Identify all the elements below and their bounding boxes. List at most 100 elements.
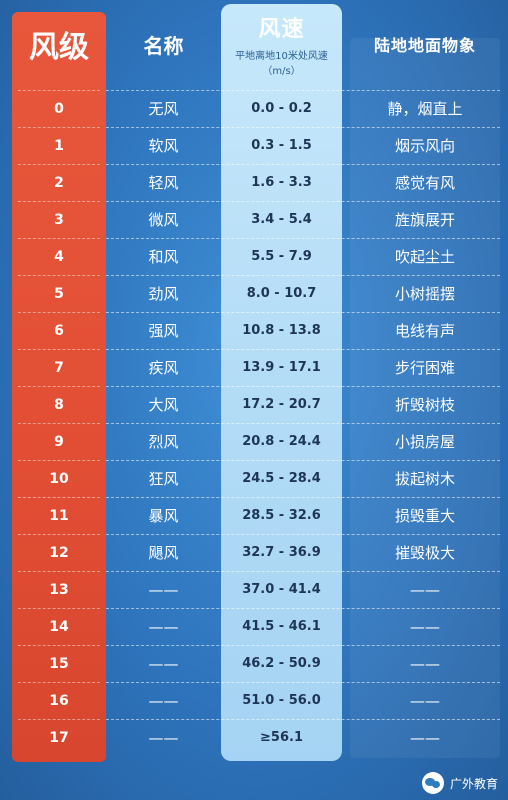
row-divider-level: [18, 90, 100, 91]
cell-name: 无风: [148, 100, 179, 118]
cell-observation: 烟示风向: [394, 137, 455, 155]
cell-observation: 折毁树枝: [394, 396, 455, 414]
table-row: 14 —— 41.5 - 46.1 ——: [0, 608, 508, 645]
header-name: 名称: [106, 0, 221, 88]
cell-name: ——: [148, 654, 179, 673]
row-divider-level: [18, 312, 100, 313]
wind-scale-table: 0 无风 0.0 - 0.2 静，烟直上 1 软风 0.3 - 1.5 烟示风向 2 轻风 1.6 …: [0, 90, 508, 756]
table-row: 7 疾风 13.9 - 17.1 步行困难: [0, 349, 508, 386]
cell-observation: 静，烟直上: [387, 100, 463, 118]
cell-level: 9: [54, 433, 64, 450]
header-observation: 陆地地面物象: [342, 0, 508, 88]
cell-observation: ——: [410, 728, 440, 747]
cell-level: 4: [54, 248, 64, 265]
cell-name: 狂风: [148, 470, 179, 488]
cell-observation: 摧毁极大: [394, 544, 455, 562]
row-divider-level: [18, 423, 100, 424]
table-row: 0 无风 0.0 - 0.2 静，烟直上: [0, 90, 508, 127]
table-row: 5 劲风 8.0 - 10.7 小树摇摆: [0, 275, 508, 312]
cell-speed: 8.0 - 10.7: [246, 286, 317, 301]
header-speed: 风速 平地离地10米处风速 （m/s）: [221, 0, 342, 88]
row-divider: [106, 90, 500, 91]
cell-level: 12: [49, 544, 69, 561]
row-divider: [106, 312, 500, 313]
cell-level: 11: [49, 507, 69, 524]
cell-observation: 小树摇摆: [394, 285, 455, 303]
cell-name: 飓风: [148, 544, 179, 562]
table-row: 15 —— 46.2 - 50.9 ——: [0, 645, 508, 682]
cell-observation: ——: [410, 691, 440, 710]
cell-name: 强风: [148, 322, 179, 340]
table-row: 3 微风 3.4 - 5.4 旌旗展开: [0, 201, 508, 238]
cell-name: 软风: [148, 137, 179, 155]
row-divider-level: [18, 534, 100, 535]
row-divider: [106, 201, 500, 202]
wechat-icon: [421, 772, 444, 794]
cell-speed: 28.5 - 32.6: [242, 508, 321, 523]
watermark: 广外教育: [421, 772, 498, 794]
cell-name: 大风: [148, 396, 179, 414]
cell-observation: ——: [410, 654, 440, 673]
cell-level: 3: [54, 211, 64, 228]
row-divider: [106, 534, 500, 535]
row-divider-level: [18, 386, 100, 387]
row-divider: [106, 645, 500, 646]
row-divider: [106, 497, 500, 498]
cell-speed: 17.2 - 20.7: [242, 397, 321, 412]
cell-speed: 3.4 - 5.4: [251, 212, 312, 227]
table-row: 13 —— 37.0 - 41.4 ——: [0, 571, 508, 608]
cell-level: 5: [54, 285, 64, 302]
table-row: 12 飓风 32.7 - 36.9 摧毁极大: [0, 534, 508, 571]
row-divider: [106, 127, 500, 128]
cell-name: ——: [148, 617, 179, 636]
cell-observation: 步行困难: [394, 359, 455, 377]
cell-name: 和风: [148, 248, 179, 266]
table-row: 17 —— ≥56.1 ——: [0, 719, 508, 756]
cell-name: ——: [148, 728, 179, 747]
cell-name: ——: [148, 691, 179, 710]
level-column: [12, 12, 106, 762]
row-divider: [106, 238, 500, 239]
cell-speed: 13.9 - 17.1: [242, 360, 321, 375]
cell-speed: 0.3 - 1.5: [251, 138, 312, 153]
row-divider-level: [18, 349, 100, 350]
cell-level: 13: [49, 581, 69, 598]
row-divider-level: [18, 238, 100, 239]
table-row: 1 软风 0.3 - 1.5 烟示风向: [0, 127, 508, 164]
table-row: 11 暴风 28.5 - 32.6 损毁重大: [0, 497, 508, 534]
table-row: 16 —— 51.0 - 56.0 ——: [0, 682, 508, 719]
table-row: 6 强风 10.8 - 13.8 电线有声: [0, 312, 508, 349]
row-divider: [106, 386, 500, 387]
cell-level: 7: [54, 359, 64, 376]
row-divider: [106, 719, 500, 720]
cell-level: 16: [49, 692, 69, 709]
row-divider-level: [18, 164, 100, 165]
cell-speed: 1.6 - 3.3: [251, 175, 312, 190]
row-divider-level: [18, 127, 100, 128]
cell-observation: ——: [410, 580, 440, 599]
cell-name: 劲风: [148, 285, 179, 303]
header-name-label: 名称: [143, 33, 184, 58]
cell-level: 8: [54, 396, 64, 413]
cell-observation: 损毁重大: [394, 507, 455, 525]
cell-speed: 37.0 - 41.4: [242, 582, 321, 597]
cell-name: ——: [148, 580, 179, 599]
cell-level: 2: [54, 174, 64, 191]
cell-observation: 电线有声: [394, 322, 455, 340]
row-divider: [106, 682, 500, 683]
cell-name: 烈风: [148, 433, 179, 451]
cell-speed: ≥56.1: [260, 730, 303, 745]
header-level: 风级: [12, 0, 106, 88]
cell-speed: 0.0 - 0.2: [251, 101, 312, 116]
cell-speed: 41.5 - 46.1: [242, 619, 321, 634]
table-row: 8 大风 17.2 - 20.7 折毁树枝: [0, 386, 508, 423]
row-divider: [106, 275, 500, 276]
row-divider: [106, 423, 500, 424]
cell-observation: 旌旗展开: [394, 211, 455, 229]
cell-speed: 20.8 - 24.4: [242, 434, 321, 449]
cell-level: 6: [54, 322, 64, 339]
row-divider-level: [18, 201, 100, 202]
table-row: 4 和风 5.5 - 7.9 吹起尘土: [0, 238, 508, 275]
table-row: 9 烈风 20.8 - 24.4 小损房屋: [0, 423, 508, 460]
cell-level: 1: [54, 137, 64, 154]
